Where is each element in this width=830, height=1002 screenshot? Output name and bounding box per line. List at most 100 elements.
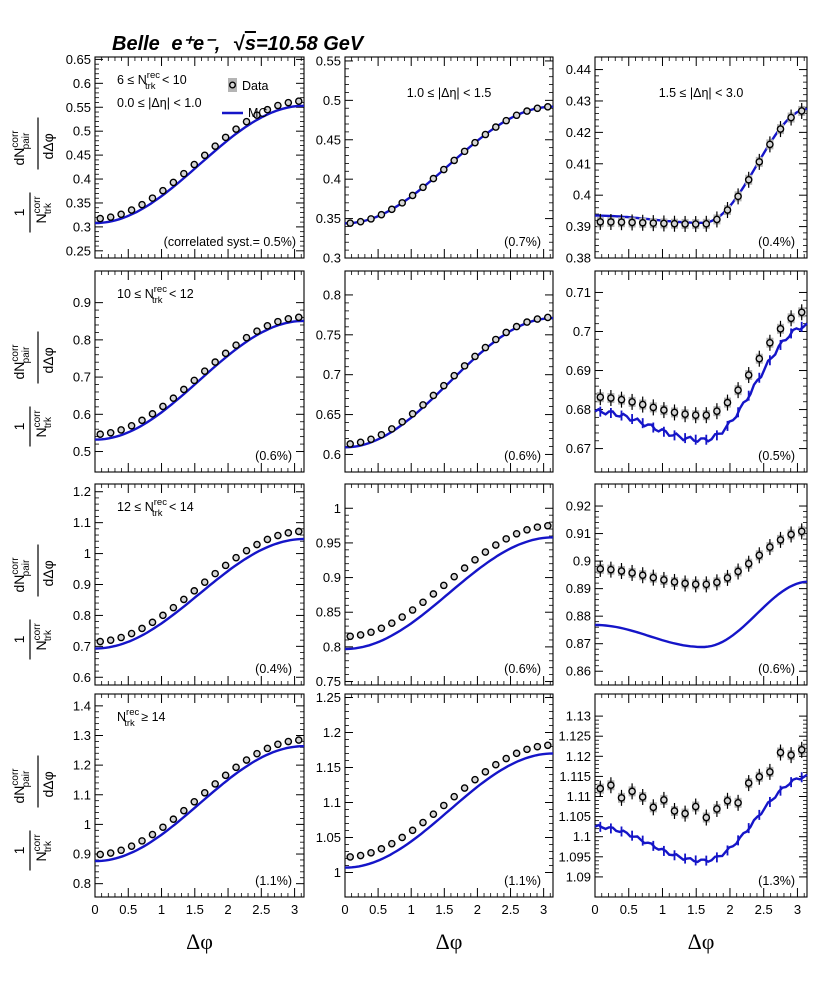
data-point bbox=[744, 779, 753, 787]
data-point bbox=[106, 849, 115, 857]
data-point bbox=[607, 781, 615, 790]
data-point bbox=[523, 318, 531, 326]
ylabel-ntrk: Ncorrtrk bbox=[32, 622, 54, 650]
data-point bbox=[702, 220, 711, 228]
data-point bbox=[617, 395, 626, 404]
data-point bbox=[628, 398, 636, 406]
data-point bbox=[723, 206, 732, 214]
data-point bbox=[691, 580, 700, 589]
y-tick-label: 0.6 bbox=[73, 407, 91, 422]
data-point bbox=[180, 385, 188, 394]
data-point bbox=[755, 354, 764, 363]
data-point bbox=[660, 406, 668, 414]
data-point bbox=[274, 740, 282, 749]
data-point bbox=[544, 521, 552, 530]
legend-data-marker bbox=[228, 81, 236, 89]
data-point bbox=[596, 784, 605, 793]
data-point bbox=[398, 833, 407, 842]
data-point bbox=[544, 103, 552, 111]
y-tick-label: 1 bbox=[334, 501, 341, 516]
ylabel-dn: dNcorrpair bbox=[10, 768, 32, 804]
data-point bbox=[148, 618, 157, 627]
data-point bbox=[607, 218, 615, 226]
data-point bbox=[481, 768, 490, 776]
data-point bbox=[180, 595, 188, 604]
data-point bbox=[429, 174, 438, 183]
data-point bbox=[776, 125, 785, 133]
data-point bbox=[702, 813, 711, 822]
data-point bbox=[232, 341, 240, 349]
ylabel-dphi: dΔφ bbox=[40, 133, 56, 159]
data-point bbox=[544, 741, 552, 750]
data-point bbox=[512, 111, 521, 120]
multiplicity-label: 10 ≤ Nrec trk < 12 bbox=[117, 284, 194, 306]
mc-curve bbox=[595, 580, 808, 649]
data-point bbox=[512, 322, 521, 331]
data-point bbox=[723, 574, 732, 582]
data-point bbox=[367, 435, 375, 444]
panel-frame bbox=[594, 693, 808, 898]
y-tick-label: 0.42 bbox=[566, 125, 591, 140]
x-tick-label: 0 bbox=[341, 902, 348, 917]
data-point bbox=[429, 810, 438, 818]
data-point bbox=[691, 220, 700, 228]
data-point bbox=[387, 619, 396, 627]
x-axis-label-col-1: Δφ bbox=[186, 929, 213, 954]
data-point bbox=[106, 213, 115, 221]
data-point bbox=[502, 754, 511, 763]
data-point bbox=[533, 104, 542, 113]
y-tick-label: 0.67 bbox=[566, 441, 591, 456]
y-tick-label: 0.43 bbox=[566, 93, 591, 108]
data-point bbox=[649, 403, 658, 412]
data-point bbox=[460, 564, 469, 572]
ylabel-numerator: 1 bbox=[11, 846, 27, 854]
y-tick-label: 0.75 bbox=[316, 327, 341, 342]
data-point bbox=[253, 540, 261, 549]
y-tick-label: 1.1 bbox=[73, 787, 91, 802]
mc-curve bbox=[95, 745, 304, 863]
y-tick-label: 0.7 bbox=[73, 639, 91, 654]
data-point bbox=[106, 636, 115, 644]
x-tick-label: 2 bbox=[726, 902, 733, 917]
data-point bbox=[638, 571, 647, 580]
data-point bbox=[734, 799, 742, 807]
mc-curve bbox=[94, 104, 305, 225]
y-tick-label: 0.25 bbox=[66, 243, 91, 258]
y-tick-label: 0.7 bbox=[573, 324, 591, 339]
data-point bbox=[387, 205, 396, 214]
data-point bbox=[713, 578, 721, 587]
data-point bbox=[755, 158, 764, 166]
data-point bbox=[377, 430, 386, 439]
data-point bbox=[713, 407, 721, 415]
data-point bbox=[190, 587, 199, 595]
data-point bbox=[523, 745, 531, 754]
x-tick-label: 2.5 bbox=[252, 902, 270, 917]
data-point bbox=[502, 328, 511, 337]
panel-r4-c1: 0.8 0.9 1 1.1 1.2 1.3 1.4 0 0.5 1 1.5 2 2.5 3 (1.1%) Nr… bbox=[73, 693, 305, 917]
y-tick-label: 0.55 bbox=[66, 100, 91, 115]
y-tick-label: 0.92 bbox=[566, 499, 591, 514]
y-tick-label: 0.8 bbox=[73, 876, 91, 891]
title-sqrt-icon: √ bbox=[234, 33, 246, 55]
data-point bbox=[471, 775, 479, 784]
data-point bbox=[408, 826, 417, 835]
data-point bbox=[681, 579, 689, 588]
x-tick-label: 3 bbox=[794, 902, 801, 917]
data-point bbox=[744, 371, 753, 379]
data-point bbox=[159, 823, 167, 832]
data-point bbox=[274, 531, 282, 540]
data-point bbox=[408, 606, 417, 614]
data-point bbox=[169, 603, 178, 612]
y-tick-label: 0.35 bbox=[316, 211, 341, 226]
y-tick-label: 1.11 bbox=[567, 789, 591, 804]
y-tick-label: 0.89 bbox=[566, 581, 591, 596]
data-point bbox=[117, 210, 125, 219]
data-point bbox=[512, 749, 521, 758]
syst-label: (1.1%) bbox=[255, 874, 292, 888]
data-point bbox=[96, 430, 105, 439]
data-point bbox=[617, 218, 626, 226]
data-point bbox=[419, 401, 427, 409]
data-point bbox=[284, 98, 293, 107]
y-axis-labels: 1 Ncorrtrk dNcorrpair dΔφ 1 Ncorrtrk dNcorrpai… bbox=[10, 117, 56, 871]
panel-frame bbox=[594, 483, 808, 686]
